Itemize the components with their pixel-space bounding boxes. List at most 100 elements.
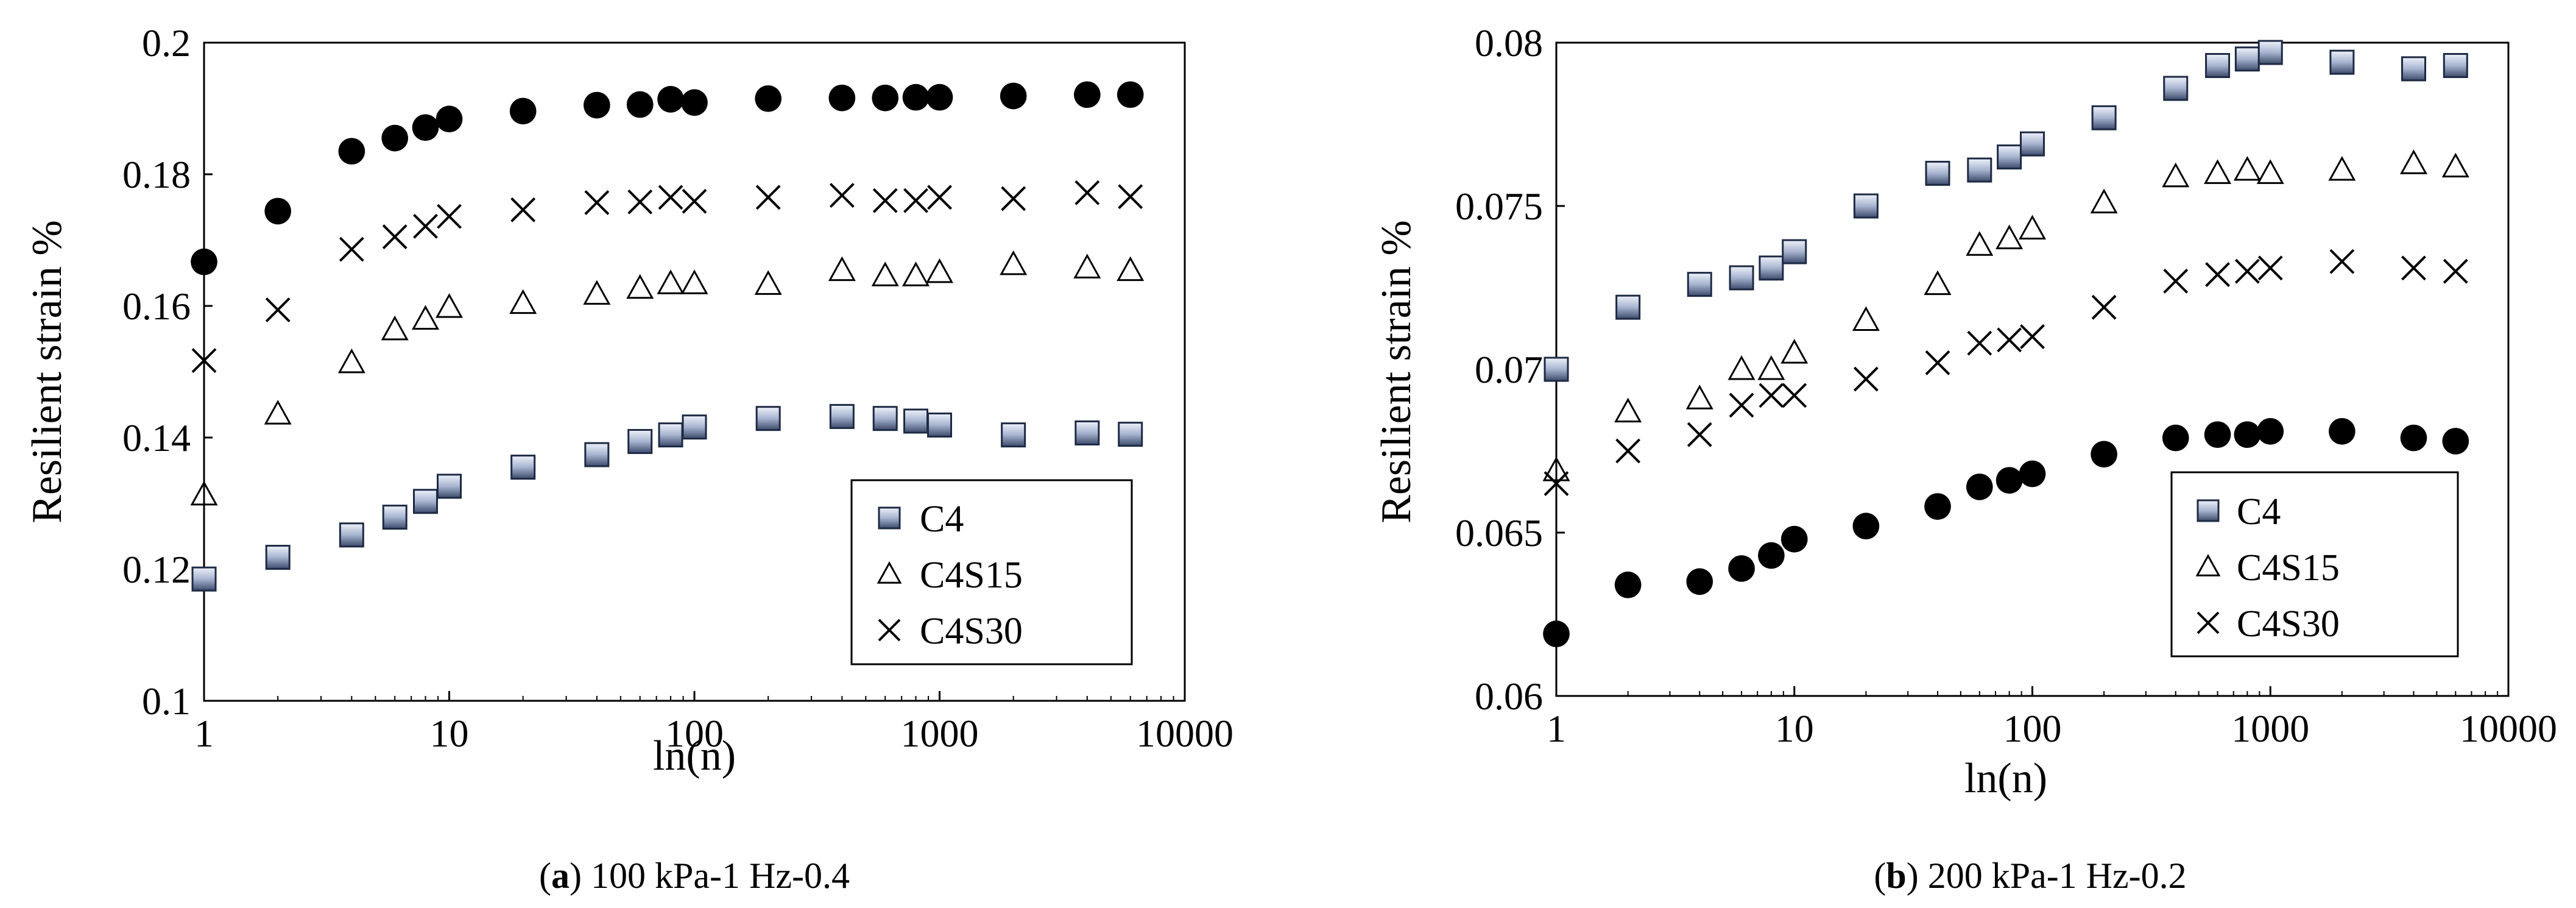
- data-point-c4s15: [657, 269, 685, 294]
- data-point-c4s30: [2329, 249, 2355, 274]
- data-point-c4: [265, 545, 291, 570]
- data-point-c4s30: [2234, 258, 2260, 284]
- x-tick-label: 1000: [901, 712, 979, 755]
- data-point-c4s30: [437, 204, 462, 229]
- data-point-c4s15: [2441, 152, 2469, 178]
- data-point-c4s30: [1687, 422, 1712, 447]
- data-point-c4s15: [1073, 254, 1101, 278]
- data-point-c4: [1782, 239, 1807, 264]
- data-point-c4s30: [1118, 184, 1143, 210]
- data-point-c4s15: [264, 400, 292, 425]
- x-axis-label: ln(n): [653, 732, 736, 779]
- data-point-c4s15: [1117, 256, 1145, 282]
- data-point-circle-series: [1924, 493, 1951, 520]
- data-point-circle-series: [872, 84, 899, 112]
- data-point-c4s30: [265, 297, 291, 322]
- data-point-c4: [1853, 193, 1879, 219]
- x-tick-label: 100: [2003, 707, 2062, 750]
- caption-text: 100 kPa-1 Hz-0.4: [582, 856, 850, 896]
- data-point-circle-series: [902, 83, 930, 111]
- data-point-circle-series: [926, 83, 953, 111]
- legend-label-c4s15: C4S15: [920, 555, 1023, 596]
- data-point-c4s15: [1542, 456, 1570, 481]
- data-point-c4s30: [1615, 438, 1641, 464]
- data-point-circle-series: [1000, 82, 1027, 110]
- data-point-c4s30: [584, 190, 610, 215]
- data-point-c4: [1075, 420, 1100, 445]
- data-point-circle-series: [412, 114, 439, 141]
- data-point-c4s15: [871, 261, 899, 286]
- data-point-c4s30: [1997, 327, 2022, 353]
- data-point-c4: [927, 412, 952, 438]
- data-point-c4s15: [1685, 385, 1713, 410]
- data-point-c4s30: [903, 188, 928, 213]
- data-point-c4: [682, 414, 707, 440]
- data-point-circle-series: [338, 138, 365, 165]
- data-point-c4: [2234, 46, 2260, 72]
- legend-label-c4: C4: [2237, 491, 2281, 533]
- data-point-c4: [755, 406, 781, 431]
- data-point-c4s15: [1966, 231, 1994, 256]
- data-point-c4: [1118, 422, 1143, 447]
- data-point-c4s30: [2163, 268, 2189, 294]
- data-point-circle-series: [436, 105, 463, 133]
- legend-marker-c4s30: [878, 619, 901, 642]
- data-point-c4: [2329, 49, 2355, 75]
- data-point-c4: [1001, 422, 1026, 448]
- data-point-c4: [2443, 53, 2468, 79]
- data-point-c4s30: [658, 185, 683, 210]
- data-point-c4: [191, 566, 217, 592]
- data-point-c4: [1687, 272, 1712, 297]
- data-point-c4s30: [382, 224, 408, 250]
- data-point-c4s30: [1001, 186, 1026, 211]
- data-point-c4s30: [755, 185, 781, 210]
- data-point-circle-series: [681, 89, 708, 116]
- data-point-c4s15: [2233, 156, 2261, 181]
- data-point-c4s15: [509, 289, 537, 314]
- data-point-c4s15: [2090, 188, 2118, 214]
- legend-marker-c4s15: [877, 561, 902, 584]
- data-point-c4: [584, 442, 610, 467]
- y-axis-label: Resilient strain %: [1373, 220, 1420, 523]
- data-point-c4s15: [1614, 397, 1642, 423]
- data-point-circle-series: [509, 98, 537, 125]
- data-point-circle-series: [1117, 81, 1144, 108]
- legend-label-c4: C4: [920, 498, 964, 540]
- data-point-c4s30: [627, 189, 653, 215]
- data-point-c4s30: [1925, 350, 1950, 375]
- x-tick-label: 1000: [2231, 707, 2309, 750]
- data-point-circle-series: [191, 248, 217, 275]
- data-point-c4s30: [191, 348, 217, 374]
- data-points: [190, 81, 1145, 592]
- y-tick-label: 0.1: [142, 679, 191, 723]
- data-point-c4s30: [413, 213, 438, 239]
- data-point-circle-series: [2442, 428, 2469, 455]
- data-point-c4: [1925, 160, 1950, 186]
- data-point-c4s15: [754, 270, 782, 295]
- caption-letter: b: [1886, 856, 1906, 896]
- legend-marker-c4: [2197, 499, 2220, 522]
- data-point-c4: [382, 505, 408, 530]
- data-point-circle-series: [2019, 460, 2046, 488]
- data-points: [1542, 40, 2469, 648]
- legend-label-c4s30: C4S30: [2237, 603, 2340, 645]
- data-point-c4s15: [2204, 159, 2232, 184]
- data-point-c4: [510, 455, 536, 480]
- y-tick-label: 0.065: [1455, 511, 1543, 555]
- data-point-c4: [2091, 105, 2117, 130]
- data-point-c4s15: [381, 315, 409, 341]
- data-point-c4s30: [1075, 180, 1100, 205]
- y-tick-label: 0.075: [1455, 185, 1543, 228]
- chart-panel-a: 0.1 0.12 0.14 0.16 0.18 0.2 1 10 100 1000 10000 l…: [24, 21, 1233, 896]
- x-tick-label: 10: [1775, 707, 1814, 750]
- x-tick-label: 1: [1547, 707, 1566, 750]
- y-tick-label: 0.14: [122, 416, 191, 459]
- data-point-circle-series: [1686, 568, 1713, 595]
- data-point-c4s30: [339, 236, 364, 262]
- data-point-c4s15: [902, 261, 930, 286]
- data-point-c4s15: [680, 269, 708, 294]
- x-axis-label: ln(n): [1964, 755, 2047, 802]
- x-tick-label: 10000: [2460, 707, 2557, 750]
- data-point-circle-series: [264, 197, 292, 225]
